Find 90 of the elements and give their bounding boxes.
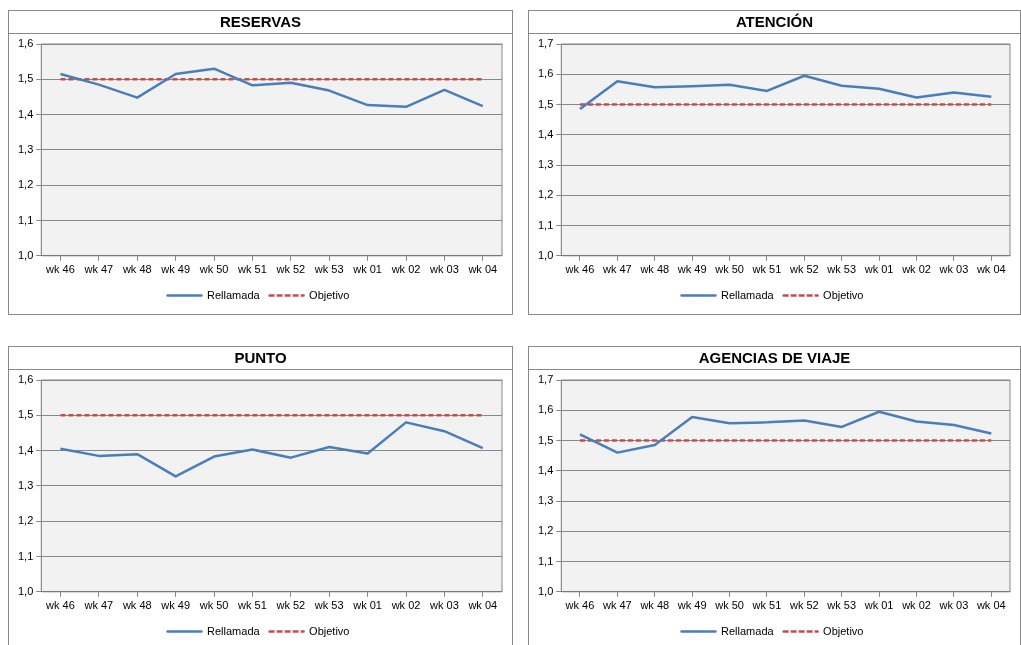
x-tick-label: wk 48 [639, 599, 670, 612]
x-tick-label: wk 49 [160, 599, 191, 612]
y-tick-label: 1,7 [537, 37, 554, 50]
x-tick-label: wk 53 [826, 263, 857, 276]
x-tick-label: wk 02 [390, 599, 421, 612]
y-tick-label: 1,1 [537, 554, 554, 567]
y-tick-label: 1,5 [17, 72, 34, 85]
x-tick-label: wk 04 [467, 263, 498, 276]
x-tick-label: wk 46 [564, 599, 595, 612]
y-tick-label: 1,7 [537, 373, 554, 386]
chart-title: RESERVAS [9, 11, 512, 34]
x-tick-label: wk 52 [788, 263, 819, 276]
y-tick-label: 1,2 [537, 188, 554, 201]
x-tick-label: wk 53 [826, 599, 857, 612]
x-tick-label: wk 03 [429, 599, 459, 612]
y-tick-label: 1,6 [17, 37, 34, 50]
x-tick-label: wk 51 [237, 599, 267, 612]
x-tick-label: wk 49 [676, 599, 707, 612]
y-tick-label: 1,1 [537, 218, 554, 231]
y-tick-label: 1,4 [537, 463, 554, 476]
x-tick-label: wk 02 [901, 599, 931, 612]
y-tick-label: 1,0 [17, 248, 34, 261]
x-tick-label: wk 53 [313, 599, 344, 612]
y-tick-label: 1,2 [537, 524, 554, 537]
x-tick-label: wk 46 [45, 599, 75, 612]
legend-label: Objetivo [823, 288, 864, 301]
x-tick-label: wk 46 [45, 263, 75, 276]
y-tick-label: 1,3 [537, 158, 554, 171]
x-tick-label: wk 47 [602, 599, 632, 612]
x-tick-label: wk 50 [714, 599, 744, 612]
x-tick-label: wk 50 [198, 263, 229, 276]
y-tick-label: 1,6 [537, 403, 554, 416]
y-tick-label: 1,6 [17, 373, 34, 386]
chart-title: PUNTO [9, 347, 512, 370]
y-tick-label: 1,5 [17, 408, 34, 421]
y-tick-label: 1,5 [537, 433, 554, 446]
x-tick-label: wk 52 [788, 599, 819, 612]
y-tick-label: 1,4 [537, 127, 554, 140]
y-tick-label: 1,4 [17, 107, 34, 120]
y-tick-label: 1,3 [17, 478, 34, 491]
x-tick-label: wk 47 [83, 599, 114, 612]
y-tick-label: 1,4 [17, 443, 34, 456]
y-tick-label: 1,5 [537, 97, 554, 110]
x-tick-label: wk 48 [121, 263, 152, 276]
y-tick-label: 1,3 [17, 142, 34, 155]
legend-label: Objetivo [823, 624, 864, 637]
x-tick-label: wk 51 [237, 263, 267, 276]
x-tick-label: wk 02 [901, 263, 931, 276]
x-tick-label: wk 48 [639, 263, 670, 276]
y-tick-label: 1,1 [17, 213, 34, 226]
x-tick-label: wk 50 [714, 263, 744, 276]
x-tick-label: wk 47 [602, 263, 632, 276]
x-tick-label: wk 04 [975, 263, 1006, 276]
x-tick-label: wk 01 [352, 599, 382, 612]
y-tick-label: 1,0 [17, 584, 34, 597]
x-tick-label: wk 03 [429, 263, 459, 276]
x-tick-label: wk 04 [975, 599, 1006, 612]
legend-label: Objetivo [309, 624, 350, 637]
x-tick-label: wk 01 [863, 263, 894, 276]
legend-label: Rellamada [207, 288, 261, 301]
x-tick-label: wk 03 [938, 263, 969, 276]
x-tick-label: wk 04 [467, 599, 498, 612]
y-tick-label: 1,1 [17, 549, 34, 562]
x-tick-label: wk 52 [275, 263, 306, 276]
x-tick-label: wk 01 [863, 599, 894, 612]
x-tick-label: wk 52 [275, 599, 306, 612]
x-tick-label: wk 49 [160, 263, 191, 276]
legend-label: Rellamada [721, 288, 775, 301]
y-tick-label: 1,3 [537, 494, 554, 507]
x-tick-label: wk 50 [198, 599, 229, 612]
x-tick-label: wk 51 [751, 263, 782, 276]
legend-label: Rellamada [207, 624, 261, 637]
y-tick-label: 1,2 [17, 514, 34, 527]
x-tick-label: wk 51 [751, 599, 782, 612]
x-tick-label: wk 53 [313, 263, 344, 276]
x-tick-label: wk 01 [352, 263, 382, 276]
x-tick-label: wk 49 [676, 263, 707, 276]
chart-title: ATENCIÓN [529, 11, 1020, 34]
legend-label: Objetivo [309, 288, 350, 301]
y-tick-label: 1,6 [537, 67, 554, 80]
legend-label: Rellamada [721, 624, 775, 637]
chart-title: AGENCIAS DE VIAJE [529, 347, 1020, 370]
y-tick-label: 1,0 [537, 248, 554, 261]
y-tick-label: 1,2 [17, 178, 34, 191]
x-tick-label: wk 03 [938, 599, 969, 612]
y-tick-label: 1,0 [537, 584, 554, 597]
x-tick-label: wk 48 [121, 599, 152, 612]
x-tick-label: wk 46 [564, 263, 595, 276]
x-tick-label: wk 02 [390, 263, 421, 276]
x-tick-label: wk 47 [83, 263, 114, 276]
